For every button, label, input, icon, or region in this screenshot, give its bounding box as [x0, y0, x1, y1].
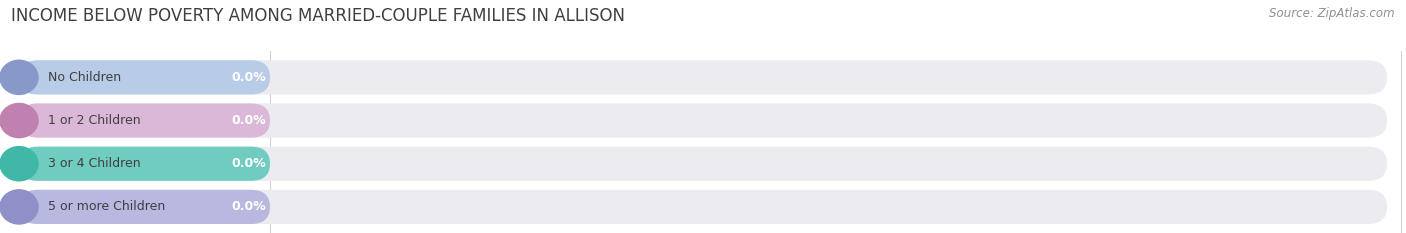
Circle shape	[0, 190, 38, 224]
Text: 0.0%: 0.0%	[231, 114, 266, 127]
Text: 3 or 4 Children: 3 or 4 Children	[48, 157, 141, 170]
Text: 1 or 2 Children: 1 or 2 Children	[48, 114, 141, 127]
FancyBboxPatch shape	[20, 147, 1386, 181]
FancyBboxPatch shape	[20, 190, 270, 224]
FancyBboxPatch shape	[20, 190, 1386, 224]
Circle shape	[0, 60, 38, 94]
FancyBboxPatch shape	[20, 147, 270, 181]
FancyBboxPatch shape	[20, 103, 270, 138]
FancyBboxPatch shape	[20, 60, 270, 94]
Circle shape	[0, 103, 38, 138]
Text: 0.0%: 0.0%	[231, 200, 266, 213]
Circle shape	[0, 147, 38, 181]
Text: Source: ZipAtlas.com: Source: ZipAtlas.com	[1270, 7, 1395, 20]
Text: 0.0%: 0.0%	[231, 157, 266, 170]
Text: No Children: No Children	[48, 71, 121, 84]
FancyBboxPatch shape	[20, 103, 1386, 138]
Text: 0.0%: 0.0%	[231, 71, 266, 84]
Text: 5 or more Children: 5 or more Children	[48, 200, 165, 213]
FancyBboxPatch shape	[20, 60, 1386, 94]
Text: INCOME BELOW POVERTY AMONG MARRIED-COUPLE FAMILIES IN ALLISON: INCOME BELOW POVERTY AMONG MARRIED-COUPL…	[11, 7, 626, 25]
